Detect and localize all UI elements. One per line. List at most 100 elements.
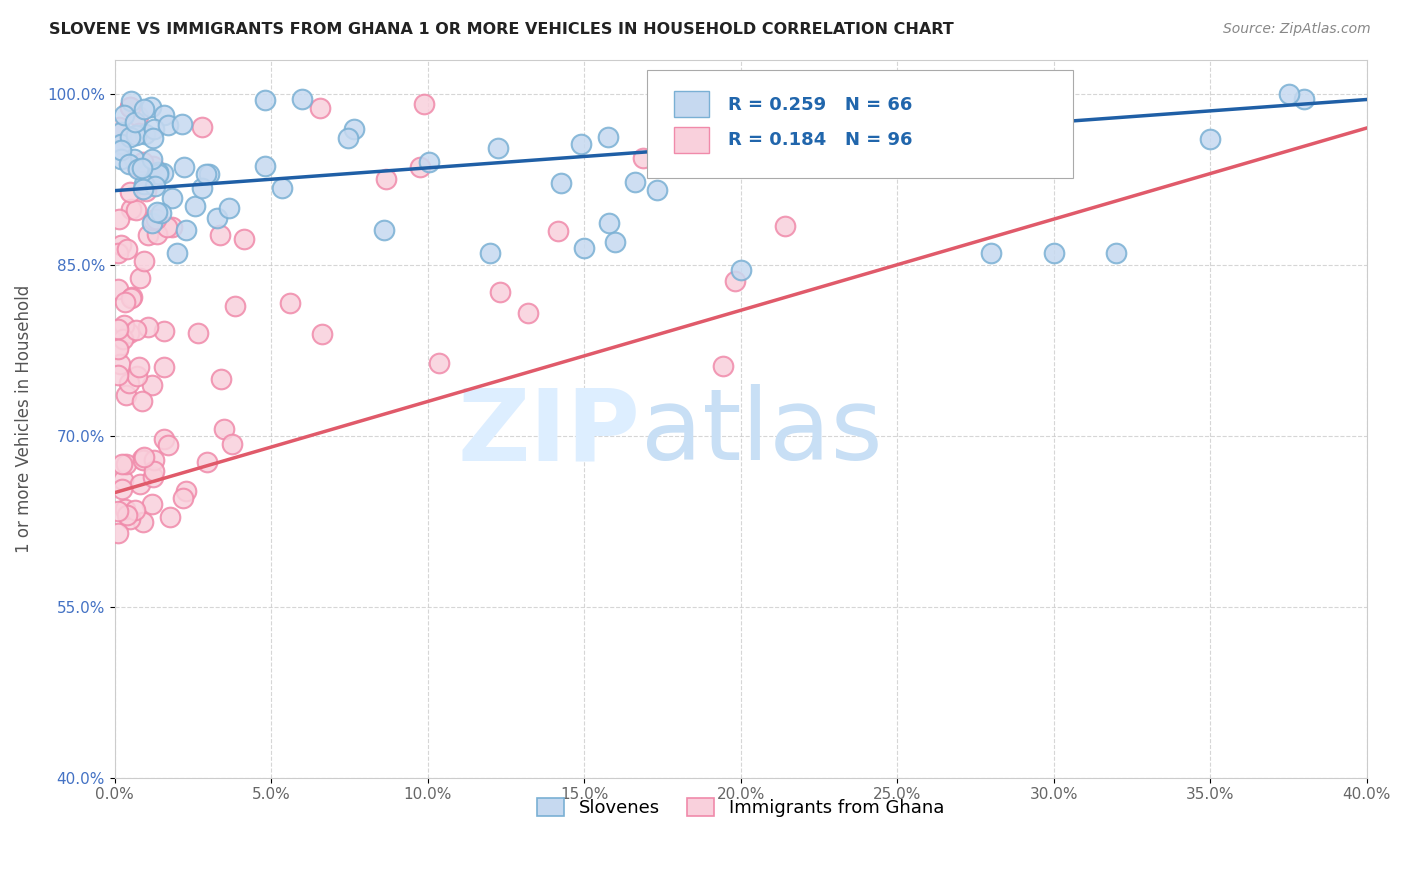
Point — [412, 96, 434, 111]
FancyBboxPatch shape — [675, 127, 710, 153]
Point — [111, 474, 134, 488]
Point — [127, 162, 149, 177]
Point — [191, 120, 214, 135]
Point — [124, 114, 146, 128]
Point — [118, 130, 141, 145]
Point — [550, 176, 572, 190]
Point — [128, 270, 150, 285]
Point — [114, 501, 136, 516]
Point — [233, 232, 256, 246]
Point — [174, 223, 197, 237]
Point — [107, 343, 129, 357]
Point — [136, 227, 159, 242]
Point — [124, 503, 146, 517]
Point — [224, 299, 246, 313]
Point — [703, 132, 725, 146]
Point — [152, 166, 174, 180]
Point — [107, 368, 129, 383]
Point — [342, 122, 364, 136]
Point — [516, 306, 538, 320]
Point — [143, 464, 166, 478]
Point — [112, 318, 135, 332]
Point — [125, 323, 148, 337]
Point — [146, 167, 169, 181]
Point — [120, 185, 142, 199]
Point — [569, 136, 592, 151]
Point — [110, 136, 132, 151]
Point — [134, 253, 156, 268]
Point — [159, 509, 181, 524]
Point — [184, 199, 207, 213]
Point — [156, 118, 179, 132]
Point — [107, 526, 129, 541]
Point — [1199, 132, 1222, 146]
Point — [187, 326, 209, 340]
Point — [141, 216, 163, 230]
Point — [118, 326, 141, 340]
Point — [134, 127, 156, 141]
Point — [160, 191, 183, 205]
Point — [1042, 246, 1064, 260]
Point — [128, 477, 150, 491]
Point — [125, 128, 148, 143]
Point — [128, 360, 150, 375]
Point — [198, 167, 221, 181]
Point — [218, 201, 240, 215]
Point — [409, 160, 432, 174]
Text: R = 0.184   N = 96: R = 0.184 N = 96 — [728, 131, 912, 149]
Point — [120, 202, 142, 217]
Point — [110, 238, 132, 252]
Point — [205, 211, 228, 225]
Point — [132, 515, 155, 529]
Point — [110, 357, 132, 371]
Point — [271, 181, 294, 195]
Point — [146, 165, 169, 179]
Point — [253, 159, 276, 173]
Point — [111, 457, 134, 471]
Text: Source: ZipAtlas.com: Source: ZipAtlas.com — [1223, 22, 1371, 37]
Point — [132, 453, 155, 467]
Point — [145, 227, 167, 242]
Point — [156, 220, 179, 235]
Point — [1277, 87, 1299, 101]
Point — [107, 246, 129, 260]
Point — [730, 263, 752, 277]
Point — [145, 211, 167, 226]
Point — [120, 512, 142, 526]
Point — [115, 508, 138, 522]
Point — [598, 216, 620, 230]
Point — [108, 120, 131, 134]
Point — [127, 109, 149, 123]
Point — [118, 99, 141, 113]
Point — [142, 469, 165, 483]
Point — [107, 504, 129, 518]
Point — [190, 181, 212, 195]
Point — [142, 159, 165, 173]
Point — [153, 324, 176, 338]
Point — [631, 151, 654, 165]
Point — [122, 152, 145, 166]
Point — [132, 154, 155, 169]
Point — [115, 457, 138, 471]
Point — [125, 160, 148, 174]
Point — [135, 184, 157, 198]
Point — [1294, 93, 1316, 107]
Point — [108, 211, 131, 226]
Point — [143, 122, 166, 136]
Point — [711, 359, 734, 373]
Point — [373, 223, 395, 237]
Point — [139, 99, 162, 113]
Point — [427, 356, 450, 370]
Point — [700, 133, 723, 147]
Point — [418, 155, 440, 169]
Point — [120, 95, 142, 109]
Point — [195, 455, 218, 469]
Point — [162, 220, 184, 235]
Point — [291, 92, 314, 106]
Point — [115, 242, 138, 256]
Point — [980, 246, 1002, 260]
Text: R = 0.259   N = 66: R = 0.259 N = 66 — [728, 95, 912, 114]
Point — [120, 291, 142, 305]
Point — [598, 130, 620, 145]
Point — [309, 102, 332, 116]
